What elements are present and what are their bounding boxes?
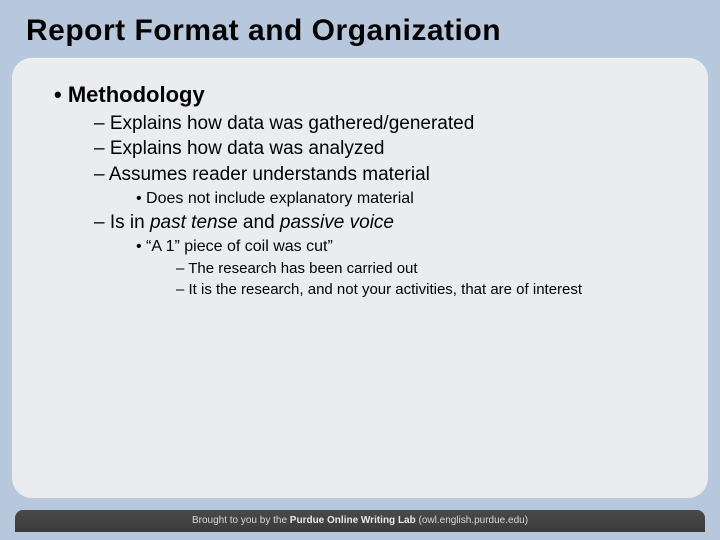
bullet-lvl2: Explains how data was analyzed — [94, 136, 678, 162]
bullet-lvl3: Does not include explanatory material — [136, 188, 678, 210]
bullet-text: It is the research, and not your activit… — [189, 281, 583, 298]
footer-bar: Brought to you by the Purdue Online Writ… — [15, 510, 705, 532]
bullet-lvl2: Explains how data was gathered/generated — [94, 111, 678, 137]
bullet-text: Methodology — [68, 82, 205, 107]
bullet-lvl4: The research has been carried out — [176, 258, 678, 279]
footer-brand: Purdue Online Writing Lab — [290, 515, 416, 526]
title-bar: Report Format and Organization — [8, 8, 712, 58]
bullet-lvl2: Is in past tense and passive voice — [94, 210, 678, 236]
bullet-text-mid: and — [238, 212, 280, 233]
bullet-text-italic: past tense — [150, 212, 238, 233]
content-card: Methodology Explains how data was gather… — [12, 58, 708, 498]
bullet-text: Explains how data was gathered/generated — [110, 113, 474, 134]
bullet-text: “A 1” piece of coil was cut” — [146, 238, 333, 255]
footer-post: (owl.english.purdue.edu) — [416, 515, 528, 526]
bullet-lvl2: Assumes reader understands material — [94, 162, 678, 188]
bullet-text: Assumes reader understands material — [109, 164, 430, 185]
bullet-text-pre: Is in — [110, 212, 150, 233]
bullet-lvl3: “A 1” piece of coil was cut” — [136, 236, 678, 258]
slide: Report Format and Organization Methodolo… — [8, 8, 712, 532]
footer-pre: Brought to you by the — [192, 515, 290, 526]
bullet-text: Does not include explanatory material — [146, 190, 414, 207]
slide-title: Report Format and Organization — [26, 14, 694, 48]
bullet-lvl4: It is the research, and not your activit… — [176, 279, 678, 300]
bullet-lvl1: Methodology — [54, 80, 678, 111]
bullet-text: The research has been carried out — [188, 260, 417, 277]
bullet-text: Explains how data was analyzed — [110, 138, 385, 159]
bullet-text-italic: passive voice — [280, 212, 394, 233]
